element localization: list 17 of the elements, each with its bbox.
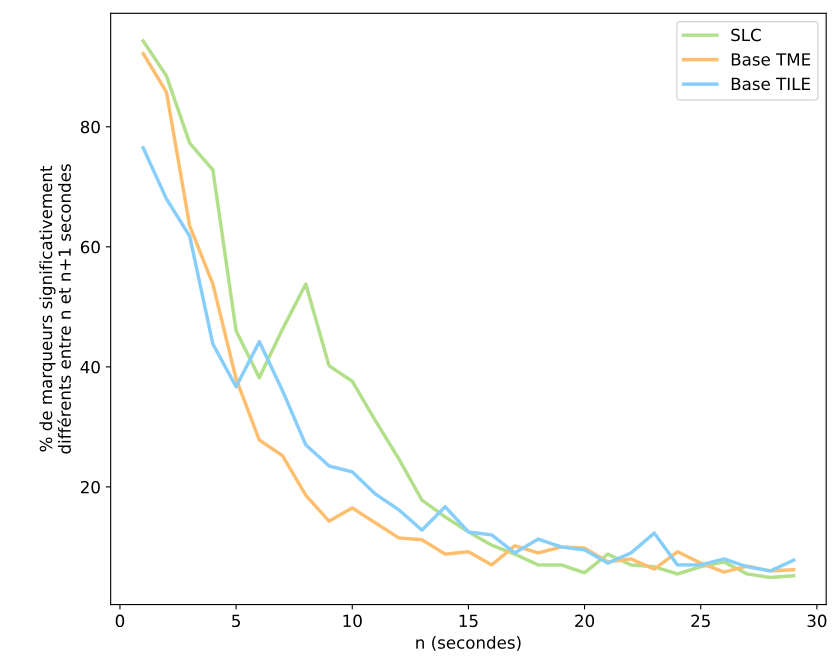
- x-tick-label: 30: [808, 614, 826, 628]
- legend-label: SLC: [731, 28, 761, 42]
- x-axis-title: n (secondes): [416, 636, 521, 651]
- x-tick-label: 5: [232, 614, 240, 628]
- y-tick-label: 20: [80, 480, 100, 494]
- x-tick-label: 20: [575, 614, 594, 628]
- x-tick-label: 15: [460, 614, 478, 628]
- legend-label: Base TILE: [732, 78, 810, 90]
- x-tick-label: 0: [116, 614, 124, 628]
- legend-label: Base TME: [732, 53, 810, 66]
- x-tick-label: 10: [343, 614, 362, 628]
- line-series: [141, 146, 796, 573]
- y-axis-title: % de marqueurs significativement différents entre n et n+1 secondes: [39, 164, 71, 454]
- y-tick-label: 60: [80, 240, 100, 254]
- y-tick-label: 80: [80, 120, 100, 134]
- y-tick-label: 40: [80, 360, 100, 374]
- x-tick-label: 25: [691, 614, 710, 628]
